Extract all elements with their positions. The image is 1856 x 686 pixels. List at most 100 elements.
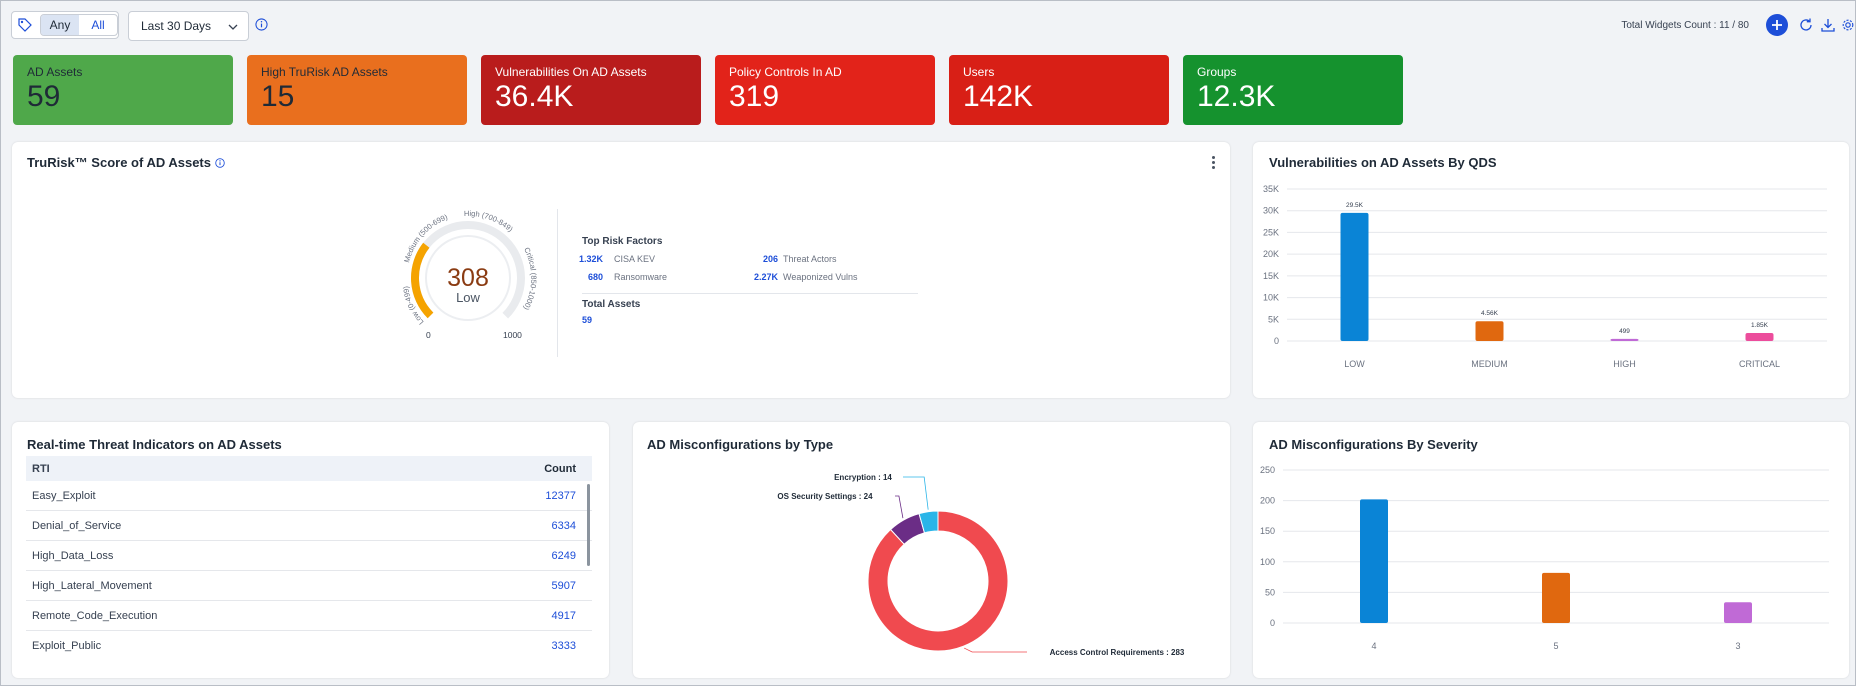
kpi-ad-assets[interactable]: AD Assets 59 [13,55,233,125]
risk-factor-label: Weaponized Vulns [783,272,858,282]
x-tick-label: LOW [1344,359,1365,369]
x-tick-label: CRITICAL [1739,359,1780,369]
severity-bar-chart: 0 50 100 150 200 250 4 5 3 [1260,465,1829,651]
table-scrollbar[interactable] [587,484,590,566]
bar [1360,499,1388,623]
risk-factor-value[interactable]: 1.32K [578,254,603,264]
gauge-fill [411,242,434,319]
misconfig-type-card: AD Misconfigurations by Type Access Cont… [633,422,1230,678]
rti-count[interactable]: 6334 [551,519,576,532]
gear-icon[interactable] [1841,17,1855,33]
toggle-all[interactable]: All [91,18,105,32]
card-title: AD Misconfigurations by Type [647,437,834,452]
table-row[interactable]: High_Data_Loss 6249 [26,541,592,571]
bar [1340,212,1369,341]
info-icon[interactable] [255,18,268,31]
rti-count[interactable]: 4917 [551,609,576,622]
table-row[interactable]: Easy_Exploit 12377 [26,481,592,511]
total-assets-title: Total Assets [582,299,641,310]
y-tick-label: 50 [1265,587,1275,597]
kpi-policy-controls[interactable]: Policy Controls In AD 319 [715,55,935,125]
table-row[interactable]: High_Lateral_Movement 5907 [26,571,592,601]
y-tick-label: 100 [1260,557,1275,567]
rti-name: Remote_Code_Execution [32,609,158,622]
rti-table: RTI Count Easy_Exploit 12377 Denial_of_Se… [26,456,592,661]
table-header: RTI Count [26,456,592,481]
risk-factor-value[interactable]: 680 [587,272,603,282]
kpi-value: 36.4K [495,80,574,113]
trurisk-card: TruRisk™ Score of AD Assets Low (0-499) … [12,142,1230,398]
rti-count[interactable]: 5907 [551,579,576,592]
donut-slice [918,510,939,534]
risk-factor-value[interactable]: 206 [762,254,778,264]
kpi-title: High TruRisk AD Assets [261,65,388,79]
toggle-any[interactable]: Any [41,15,79,35]
bar [1610,338,1639,341]
table-row[interactable]: Exploit_Public 3333 [26,631,592,661]
data-label: 29.5K [1346,202,1364,209]
label-leader-line [903,476,929,510]
bar [1724,602,1752,623]
data-label: 499 [1619,328,1630,335]
kpi-title: AD Assets [27,65,83,79]
qds-chart-card: Vulnerabilities on AD Assets By QDS 0 5K 1… [1253,142,1849,398]
misconfig-donut-chart: Access Control Requirements : 283 OS Secu… [777,473,1184,657]
kpi-title: Policy Controls In AD [729,65,842,79]
info-icon[interactable] [214,158,225,168]
card-title: Real-time Threat Indicators on AD Assets [27,437,282,452]
date-range-select[interactable]: Last 30 Days [128,11,249,41]
card-title: Vulnerabilities on AD Assets By QDS [1269,155,1497,170]
kpi-high-trurisk-assets[interactable]: High TruRisk AD Assets 15 [247,55,467,125]
y-tick-label: 20K [1263,249,1279,259]
bar [1475,321,1504,341]
kpi-value: 12.3K [1197,80,1276,113]
slice-label: OS Security Settings : 24 [777,492,873,501]
y-tick-label: 250 [1260,465,1275,475]
kpi-groups[interactable]: Groups 12.3K [1183,55,1403,125]
y-tick-label: 25K [1263,227,1279,237]
add-widget-button[interactable] [1766,14,1788,36]
data-label: 1.85K [1751,322,1769,329]
rti-name: Exploit_Public [32,640,102,652]
rti-name: High_Lateral_Movement [32,579,152,592]
more-options-icon[interactable] [1207,154,1219,170]
risk-factor-label: CISA KEV [614,254,656,264]
risk-factor-label: Ransomware [614,272,668,282]
data-label: 4.56K [1481,310,1499,317]
x-tick-label: 5 [1553,641,1558,651]
col-count-header[interactable]: Count [544,462,576,475]
risk-factor-label: Threat Actors [783,254,837,264]
kpi-vulnerabilities[interactable]: Vulnerabilities On AD Assets 36.4K [481,55,701,125]
refresh-icon[interactable] [1798,17,1814,33]
y-tick-label: 150 [1260,526,1275,536]
risk-factor-value[interactable]: 2.27K [753,272,778,282]
kpi-users[interactable]: Users 142K [949,55,1169,125]
trurisk-score: 308 [447,264,489,292]
rti-card: Real-time Threat Indicators on AD Assets… [12,422,609,678]
total-assets-value[interactable]: 59 [582,315,593,325]
label-leader-line [895,495,904,519]
y-tick-label: 30K [1263,206,1279,216]
rti-count[interactable]: 3333 [551,640,576,652]
divider [582,293,918,294]
table-row[interactable]: Denial_of_Service 6334 [26,511,592,541]
tag-icon[interactable] [12,12,38,38]
kpi-title: Vulnerabilities On AD Assets [495,65,647,79]
y-tick-label: 15K [1263,271,1279,281]
widgets-count: Total Widgets Count : 11 / 80 [1621,20,1749,31]
col-rti-header[interactable]: RTI [32,462,50,475]
rti-count[interactable]: 12377 [545,489,576,502]
kpi-value: 142K [963,80,1034,113]
download-icon[interactable] [1820,17,1836,33]
qds-bar-chart: 0 5K 10K 15K 20K 25K 30K 35K LOW 29.5K MEDIUM 4.56K… [1263,184,1827,369]
table-row[interactable]: Remote_Code_Execution 4917 [26,601,592,631]
gauge-min-label: 0 [426,330,431,340]
kpi-value: 319 [729,80,780,113]
x-tick-label: 3 [1735,641,1740,651]
card-title: AD Misconfigurations By Severity [1269,437,1478,452]
kpi-value: 15 [261,80,295,113]
kpi-value: 59 [27,80,61,113]
gauge-max-label: 1000 [503,330,522,340]
bar [1745,332,1774,341]
rti-count[interactable]: 6249 [551,549,576,562]
